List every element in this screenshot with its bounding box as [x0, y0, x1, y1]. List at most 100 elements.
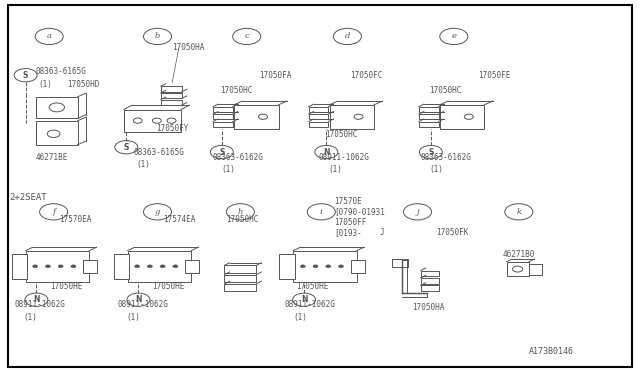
Text: 46271BE: 46271BE [35, 153, 68, 162]
Text: e: e [451, 32, 456, 41]
Text: 17050FC: 17050FC [351, 71, 383, 80]
Text: j: j [416, 208, 419, 216]
FancyBboxPatch shape [440, 105, 484, 129]
FancyBboxPatch shape [113, 254, 129, 279]
Text: N: N [323, 148, 330, 157]
Text: 08911-1062G: 08911-1062G [117, 300, 168, 310]
Text: A173B0146: A173B0146 [529, 347, 574, 356]
FancyBboxPatch shape [161, 86, 182, 92]
Circle shape [173, 265, 178, 268]
FancyBboxPatch shape [83, 260, 97, 273]
Text: k: k [516, 208, 522, 216]
FancyBboxPatch shape [293, 251, 357, 282]
FancyBboxPatch shape [529, 263, 541, 275]
FancyBboxPatch shape [330, 105, 374, 129]
FancyBboxPatch shape [12, 254, 27, 279]
FancyBboxPatch shape [420, 285, 438, 291]
Text: 17050HC: 17050HC [227, 215, 259, 224]
Text: 17050HE: 17050HE [51, 282, 83, 291]
Text: 17050HC: 17050HC [325, 130, 358, 139]
Text: (1): (1) [222, 165, 236, 174]
Text: 08363-6165G: 08363-6165G [36, 67, 86, 76]
Text: J: J [380, 228, 385, 237]
Text: 08911-1062G: 08911-1062G [319, 153, 370, 162]
Text: c: c [244, 32, 249, 41]
Text: 17050HD: 17050HD [67, 80, 99, 89]
FancyBboxPatch shape [213, 114, 233, 119]
FancyBboxPatch shape [36, 121, 77, 145]
Text: (1): (1) [24, 312, 38, 321]
Circle shape [147, 265, 152, 268]
Text: (1): (1) [136, 160, 150, 169]
Circle shape [300, 265, 305, 268]
Text: a: a [47, 32, 52, 41]
FancyBboxPatch shape [308, 122, 328, 127]
FancyBboxPatch shape [127, 251, 191, 282]
FancyBboxPatch shape [419, 114, 438, 119]
Text: 17570EA: 17570EA [59, 215, 91, 224]
Text: 2+2SEAT: 2+2SEAT [9, 193, 47, 202]
Text: S: S [124, 143, 129, 152]
FancyBboxPatch shape [308, 107, 328, 112]
Circle shape [326, 265, 331, 268]
Text: d: d [345, 32, 350, 41]
Text: [0790-01931: [0790-01931 [334, 207, 385, 217]
Text: 17050FE: 17050FE [478, 71, 511, 80]
Text: 17574EA: 17574EA [163, 215, 196, 224]
FancyBboxPatch shape [185, 260, 199, 273]
Text: 17570E: 17570E [334, 197, 362, 206]
Text: 17050HE: 17050HE [152, 282, 185, 291]
FancyBboxPatch shape [26, 251, 90, 282]
FancyBboxPatch shape [419, 122, 438, 127]
Text: 17050FK: 17050FK [436, 228, 468, 237]
Circle shape [134, 265, 140, 268]
FancyBboxPatch shape [420, 278, 438, 284]
FancyBboxPatch shape [8, 5, 632, 367]
Text: S: S [23, 71, 28, 80]
FancyBboxPatch shape [161, 93, 182, 99]
Circle shape [58, 265, 63, 268]
FancyBboxPatch shape [124, 110, 181, 132]
Text: (1): (1) [429, 165, 444, 174]
FancyBboxPatch shape [225, 265, 256, 273]
Text: 17050FY: 17050FY [156, 124, 189, 133]
FancyBboxPatch shape [213, 107, 233, 112]
Text: 46271B0: 46271B0 [503, 250, 535, 259]
Text: (1): (1) [38, 80, 52, 89]
Text: b: b [155, 32, 160, 41]
Text: N: N [301, 295, 307, 304]
Text: S: S [428, 148, 433, 157]
Circle shape [313, 265, 318, 268]
Text: 08363-6162G: 08363-6162G [420, 153, 472, 162]
Circle shape [339, 265, 344, 268]
FancyBboxPatch shape [225, 275, 256, 282]
Text: f: f [52, 208, 55, 216]
Text: (1): (1) [328, 165, 342, 174]
FancyBboxPatch shape [507, 262, 529, 276]
Text: h: h [237, 208, 243, 216]
FancyBboxPatch shape [392, 259, 408, 267]
FancyBboxPatch shape [234, 105, 278, 129]
Text: 08911-1062G: 08911-1062G [15, 300, 66, 310]
Text: 08363-6165G: 08363-6165G [134, 148, 185, 157]
FancyBboxPatch shape [213, 122, 233, 127]
Text: (1): (1) [126, 312, 140, 321]
FancyBboxPatch shape [161, 100, 182, 105]
Text: 08363-6162G: 08363-6162G [213, 153, 264, 162]
Text: 17050FF: 17050FF [334, 218, 366, 227]
Text: 08911-1062G: 08911-1062G [285, 300, 336, 310]
FancyBboxPatch shape [419, 107, 438, 112]
Text: i: i [320, 208, 323, 216]
FancyBboxPatch shape [420, 270, 438, 276]
Text: 17050HC: 17050HC [429, 86, 462, 94]
Text: g: g [155, 208, 160, 216]
Text: 17050HA: 17050HA [412, 303, 445, 312]
FancyBboxPatch shape [36, 97, 77, 118]
Circle shape [33, 265, 38, 268]
Text: N: N [135, 295, 141, 304]
Text: 17050FA: 17050FA [259, 71, 291, 80]
Text: (1): (1) [294, 312, 308, 321]
Circle shape [160, 265, 165, 268]
Text: N: N [33, 295, 40, 304]
FancyBboxPatch shape [279, 254, 294, 279]
